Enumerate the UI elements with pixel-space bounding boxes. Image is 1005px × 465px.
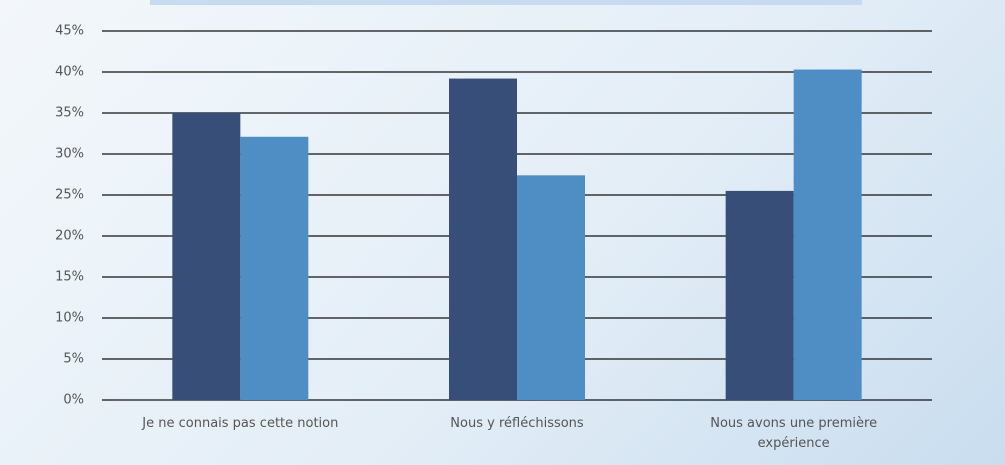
bar [240,136,309,400]
bar [793,69,862,400]
x-tick-label: Je ne connais pas cette notion [142,416,339,431]
y-tick-label: 0% [63,393,84,408]
x-tick-label: Nous avons une première expérience [710,416,878,451]
bar [725,190,794,400]
bar [449,78,517,400]
bar [517,175,585,400]
y-tick-label: 20% [55,229,84,244]
bar [172,113,241,400]
top-band [150,0,862,5]
y-tick-label: 35% [55,106,84,121]
y-tick-label: 5% [63,352,84,367]
y-tick-label: 25% [55,188,84,203]
y-tick-label: 30% [55,147,84,162]
y-tick-label: 15% [55,270,84,285]
y-tick-label: 45% [55,24,84,39]
x-tick-label: Nous y réfléchissons [450,416,584,431]
y-tick-label: 10% [55,311,84,326]
y-tick-label: 40% [55,65,84,80]
